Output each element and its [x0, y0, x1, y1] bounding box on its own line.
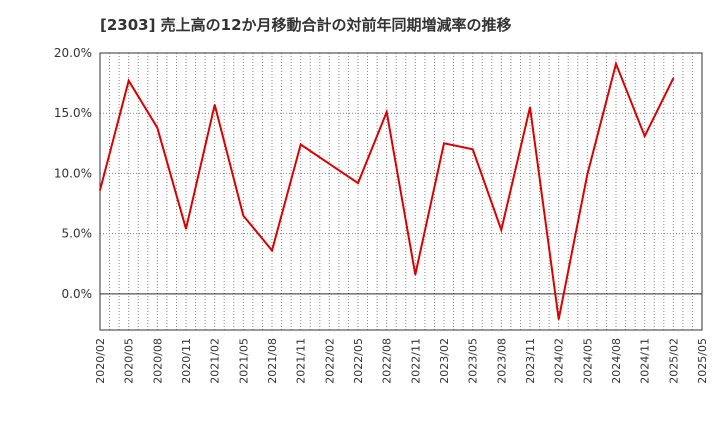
data-point	[385, 111, 388, 113]
x-tick-label: 2025/05	[696, 338, 709, 384]
data-point	[99, 189, 101, 192]
x-tick-label: 2023/11	[524, 338, 537, 384]
data-point	[586, 173, 589, 176]
plot-frame	[99, 52, 703, 331]
data-point	[615, 63, 617, 65]
y-tick-label: 15.0%	[54, 106, 92, 120]
x-tick-label: 2021/08	[266, 338, 279, 384]
x-tick-label: 2021/11	[295, 338, 308, 384]
x-tick-label: 2023/08	[495, 338, 508, 384]
data-point	[185, 228, 187, 230]
y-tick-label: 0.0%	[62, 287, 93, 301]
data-point	[500, 229, 503, 231]
x-tick-label: 2024/08	[610, 338, 623, 384]
y-tick-label: 10.0%	[54, 166, 92, 180]
x-tick-label: 2021/02	[209, 338, 222, 384]
data-point	[357, 182, 359, 184]
x-tick-label: 2023/05	[467, 338, 480, 384]
chart-title: [2303] 売上高の12か月移動合計の対前年同期増減率の推移	[100, 16, 512, 34]
x-tick-label: 2022/11	[409, 338, 422, 384]
x-tick-label: 2022/05	[352, 338, 365, 384]
x-tick-label: 2024/05	[581, 338, 594, 384]
x-tick-label: 2020/08	[151, 338, 164, 384]
data-point	[328, 163, 331, 165]
x-tick-label: 2025/02	[667, 338, 680, 384]
x-tick-label: 2020/11	[180, 338, 193, 384]
data-point	[643, 135, 646, 137]
x-tick-label: 2024/02	[553, 338, 566, 384]
x-tick-label: 2022/08	[381, 338, 394, 384]
x-tick-label: 2022/02	[323, 338, 336, 384]
data-point	[271, 249, 273, 252]
data-point	[127, 79, 130, 82]
data-point	[213, 104, 216, 106]
data-point	[156, 126, 159, 129]
data-point	[414, 273, 417, 276]
data-point	[443, 142, 445, 145]
x-tick-label: 2021/05	[237, 338, 250, 384]
data-point	[557, 318, 560, 321]
data-point	[529, 106, 531, 108]
x-tick-label: 2023/02	[438, 338, 451, 384]
data-point	[299, 143, 302, 146]
x-tick-label: 2020/02	[94, 338, 107, 384]
data-point	[471, 148, 474, 151]
data-point	[242, 214, 245, 217]
y-tick-label: 5.0%	[62, 227, 93, 241]
data-point	[672, 77, 675, 80]
x-tick-label: 2024/11	[639, 338, 652, 384]
x-tick-label: 2020/05	[123, 338, 136, 384]
y-tick-label: 20.0%	[54, 46, 92, 60]
